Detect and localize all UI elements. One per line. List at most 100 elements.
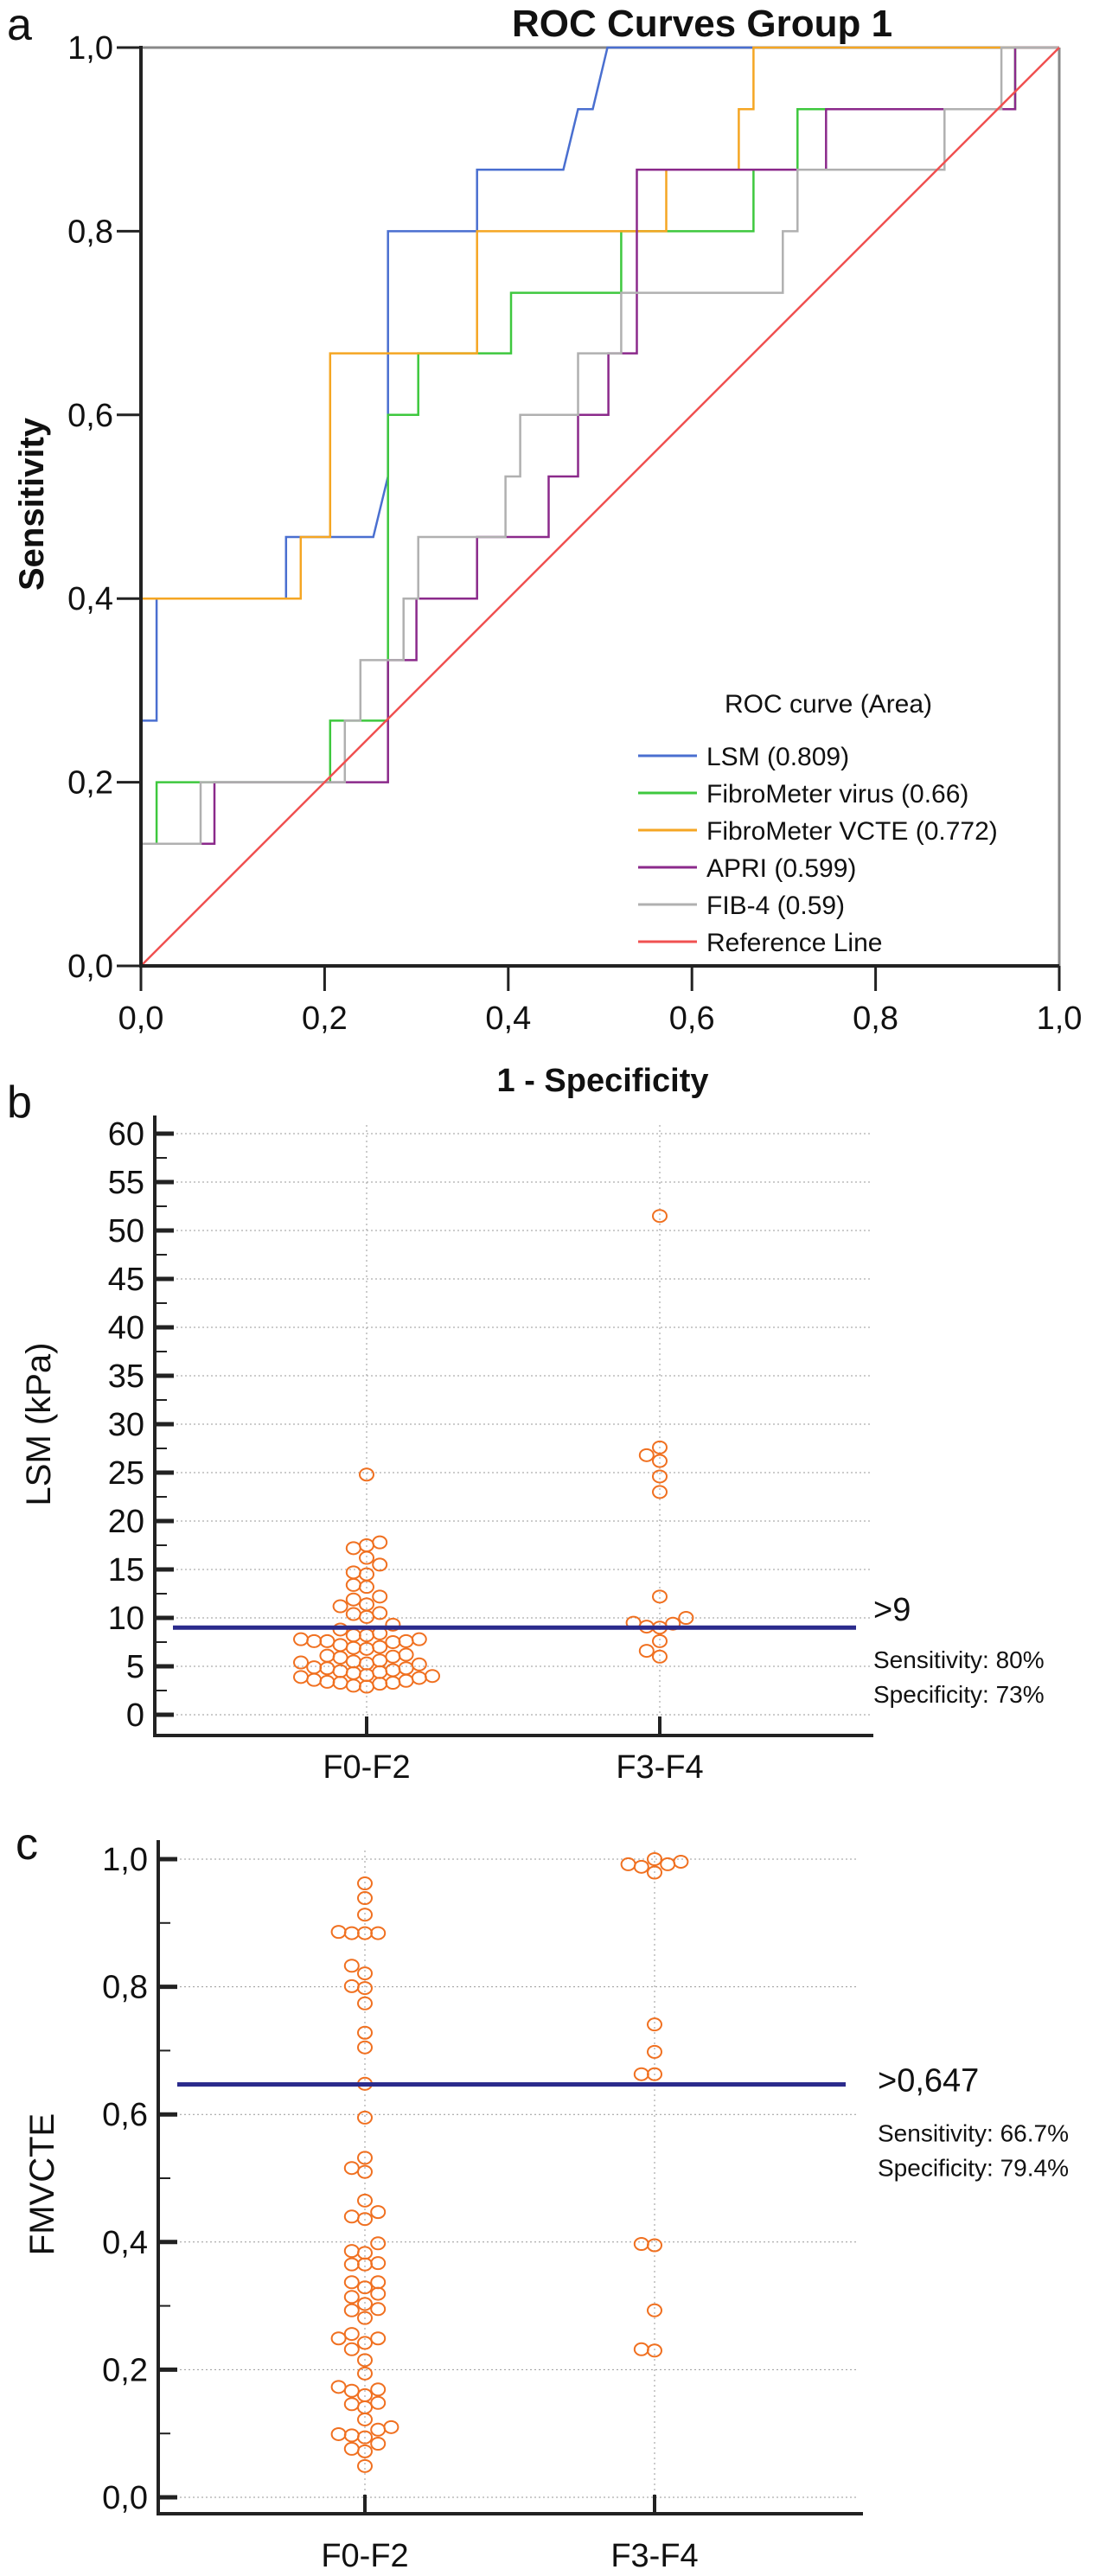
data-point	[343, 1959, 360, 1973]
y-tick-label: 45	[108, 1262, 144, 1298]
data-point	[652, 1454, 668, 1468]
y-tick-label: 1,0	[102, 1842, 148, 1878]
data-point	[319, 1674, 336, 1689]
data-point	[357, 1908, 373, 1922]
data-point	[652, 1440, 668, 1454]
data-point	[343, 2209, 360, 2224]
x-tick-label: F0-F2	[321, 2538, 408, 2574]
data-point	[357, 2193, 373, 2208]
data-point	[665, 1616, 681, 1631]
data-point	[345, 1665, 361, 1680]
panel-c-fmvcte-scatter: c 0,0 0,2 0,4 0,6 0,8 1,0 F0-F2 F3-F4 FMVCTE >0,64…	[16, 1819, 1069, 2574]
data-point	[370, 1926, 387, 1940]
data-point	[357, 1996, 373, 2010]
data-point	[306, 1633, 323, 1648]
y-tick-label: 5	[126, 1649, 144, 1685]
y-tick-label: 10	[108, 1601, 144, 1637]
data-point	[306, 1660, 323, 1675]
data-point	[357, 2110, 373, 2125]
data-point	[330, 2380, 347, 2394]
y-tick-label: 0,8	[67, 214, 113, 250]
data-point	[385, 1635, 401, 1649]
y-tick-label: 50	[108, 1213, 144, 1250]
data-point	[357, 2040, 373, 2055]
data-point	[319, 1661, 336, 1676]
data-point	[398, 1633, 414, 1648]
data-point	[343, 2428, 360, 2443]
data-point	[647, 1865, 662, 1880]
x-tick-label: 0,0	[118, 1000, 164, 1037]
data-point	[332, 1664, 348, 1678]
data-point	[330, 2426, 347, 2441]
data-point	[343, 2257, 360, 2272]
x-tick-label: 0,2	[302, 1000, 348, 1037]
data-point	[357, 2280, 373, 2295]
data-point	[345, 1541, 361, 1556]
data-point	[357, 1891, 373, 1906]
data-point	[385, 1617, 401, 1632]
y-tick-label: 0,2	[102, 2352, 148, 2388]
data-point	[357, 2246, 373, 2260]
data-point	[359, 1567, 374, 1582]
chart-title: ROC Curves Group 1	[512, 3, 892, 45]
data-point	[357, 2412, 373, 2426]
data-point	[383, 2419, 399, 2434]
data-point	[370, 2395, 387, 2410]
panel-label: a	[7, 0, 32, 50]
data-point	[345, 1640, 361, 1655]
data-point	[370, 2205, 387, 2220]
data-point	[357, 2025, 373, 2040]
data-point	[343, 2397, 360, 2412]
data-point	[370, 2286, 387, 2301]
data-point	[633, 1859, 649, 1874]
data-point	[372, 1606, 388, 1620]
data-point	[332, 1599, 348, 1614]
data-point	[343, 2244, 360, 2259]
data-point	[359, 1656, 374, 1671]
roc-curve-5	[140, 47, 1060, 967]
data-point	[345, 1654, 361, 1669]
panel-label: c	[16, 1819, 38, 1870]
data-point	[652, 1485, 668, 1499]
y-tick-label: 0	[126, 1697, 144, 1734]
data-point	[385, 1676, 401, 1691]
y-tick-label: 0,4	[102, 2225, 148, 2261]
legend-entry: FIB-4 (0.59)	[706, 892, 845, 920]
data-point	[330, 1925, 347, 1940]
data-point	[647, 1852, 662, 1866]
x-tick-label: F0-F2	[323, 1749, 410, 1786]
specificity-label: Specificity: 73%	[873, 1681, 1045, 1708]
legend-entry: Reference Line	[706, 929, 882, 957]
panel-b-lsm-scatter: b 0 5 10 15 20 25 30 35 40 45 50 55 60 F0-F2 F3-F4 LSM (…	[7, 1077, 1045, 1786]
data-point	[357, 1876, 373, 1891]
y-tick-label: 0,2	[67, 765, 113, 802]
data-point	[293, 1670, 309, 1684]
data-point	[343, 2275, 360, 2290]
data-point	[345, 1565, 361, 1580]
data-point	[370, 2275, 387, 2290]
y-axis-label: FMVCTE	[23, 2113, 61, 2255]
data-point	[343, 1926, 360, 1940]
legend-entry: LSM (0.809)	[706, 743, 849, 771]
data-point	[372, 1653, 388, 1668]
data-point	[647, 2044, 662, 2059]
data-point	[370, 2437, 387, 2451]
data-point	[345, 1577, 361, 1592]
y-tick-label: 0,0	[102, 2480, 148, 2516]
data-point	[293, 1655, 309, 1670]
data-point	[357, 2366, 373, 2381]
data-point	[652, 1589, 668, 1604]
data-point	[357, 2458, 373, 2473]
data-point	[343, 2327, 360, 2342]
sensitivity-label: Sensitivity: 66.7%	[878, 2120, 1069, 2147]
data-point	[370, 2236, 387, 2251]
legend-entry: FibroMeter virus (0.66)	[706, 780, 968, 809]
y-tick-label: 60	[108, 1116, 144, 1153]
cutoff-label: >9	[873, 1592, 911, 1628]
specificity-label: Specificity: 79.4%	[878, 2155, 1069, 2182]
data-point	[620, 1857, 636, 1871]
y-tick-label: 0,8	[102, 1970, 148, 2006]
data-point	[678, 1611, 694, 1625]
data-point	[357, 2353, 373, 2368]
data-point	[357, 1966, 373, 1981]
